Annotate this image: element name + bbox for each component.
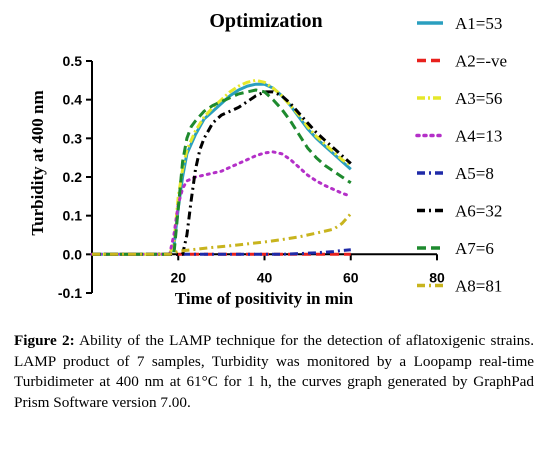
y-tick-label: 0.1 bbox=[63, 208, 83, 224]
y-tick-label: 0.2 bbox=[63, 169, 83, 185]
legend-label-7: A7=6 bbox=[455, 239, 494, 258]
series-line-4 bbox=[90, 150, 353, 256]
y-tick-label: 0.4 bbox=[63, 92, 83, 108]
series-line-6 bbox=[92, 90, 352, 256]
series-line-1 bbox=[92, 82, 352, 256]
legend-label-2: A2=-ve bbox=[455, 52, 507, 71]
legend-label-3: A3=56 bbox=[455, 89, 502, 108]
x-tick-label: 60 bbox=[343, 269, 359, 285]
x-tick-label: 40 bbox=[257, 269, 273, 285]
caption-label: Figure 2: bbox=[14, 332, 75, 349]
caption-text: Ability of the LAMP technique for the de… bbox=[14, 332, 534, 411]
series-line-8 bbox=[92, 212, 352, 256]
y-tick-label: -0.1 bbox=[58, 285, 82, 301]
legend: A1=53 A2=-ve A3=56 A4=13 A5=8 A6=32 A7=6 A8=81 bbox=[415, 14, 507, 296]
turbidity-chart: Optimization -0.1 0.0 0.1 0.2 0.3 0.4 0.5 20 40… bbox=[28, 10, 507, 308]
legend-label-4: A4=13 bbox=[455, 127, 502, 146]
series-line-5 bbox=[92, 248, 351, 256]
series-line-7 bbox=[92, 88, 352, 256]
x-tick-label: 80 bbox=[429, 269, 445, 285]
legend-label-5: A5=8 bbox=[455, 164, 494, 183]
y-ticks: -0.1 0.0 0.1 0.2 0.3 0.4 0.5 bbox=[58, 53, 92, 301]
figure-caption: Figure 2: Ability of the LAMP technique … bbox=[14, 331, 534, 413]
series-line-3 bbox=[92, 78, 352, 256]
y-axis-label: Turbidity at 400 nm bbox=[28, 90, 47, 235]
x-axis-label: Time of positivity in min bbox=[175, 289, 354, 308]
x-tick-label: 20 bbox=[170, 269, 186, 285]
legend-label-1: A1=53 bbox=[455, 14, 502, 33]
chart-title: Optimization bbox=[209, 10, 322, 32]
legend-label-8: A8=81 bbox=[455, 277, 502, 296]
y-tick-label: 0.5 bbox=[63, 53, 83, 69]
y-tick-label: 0.3 bbox=[63, 130, 83, 146]
y-tick-label: 0.0 bbox=[63, 246, 83, 262]
series-layer bbox=[90, 78, 353, 256]
x-ticks: 20 40 60 80 bbox=[170, 254, 445, 285]
legend-label-6: A6=32 bbox=[455, 202, 502, 221]
